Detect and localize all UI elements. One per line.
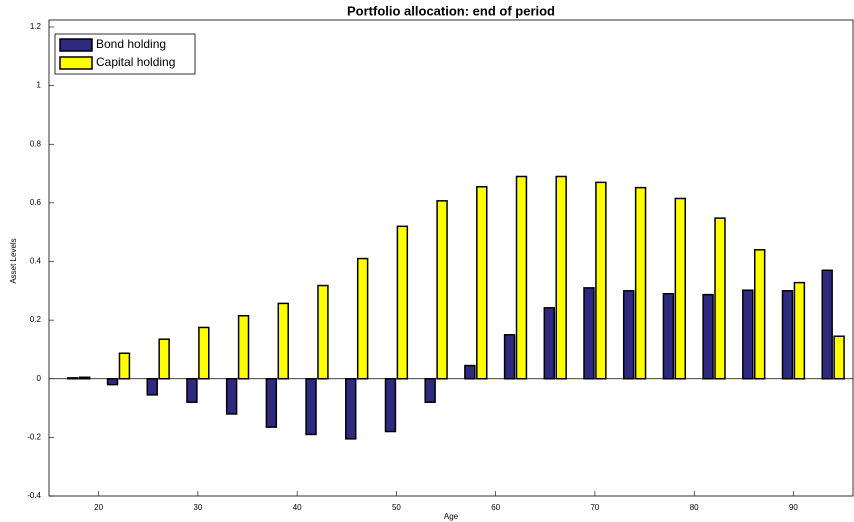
legend-label: Capital holding xyxy=(96,55,175,69)
bar xyxy=(158,338,170,380)
bar xyxy=(424,378,436,403)
legend-swatch xyxy=(59,38,93,52)
bar xyxy=(702,293,714,380)
bar xyxy=(225,378,238,415)
bar xyxy=(356,257,369,380)
bar xyxy=(833,335,845,380)
bar xyxy=(277,302,289,380)
bar xyxy=(345,378,357,440)
bar xyxy=(622,290,635,380)
bar xyxy=(146,378,158,396)
bar xyxy=(742,289,754,380)
y-tick-label: 1.2 xyxy=(30,22,42,31)
x-tick-label: 30 xyxy=(193,503,202,512)
bar xyxy=(662,292,675,380)
x-axis-label: Age xyxy=(444,512,459,521)
y-tick-label: 0.6 xyxy=(30,198,42,207)
y-axis-label: Asset Levels xyxy=(9,238,18,283)
x-tick-label: 90 xyxy=(789,503,798,512)
bar xyxy=(79,376,91,380)
y-tick-label: -0.2 xyxy=(27,432,41,441)
bar xyxy=(384,378,397,433)
chart-title: Portfolio allocation: end of period xyxy=(347,3,555,18)
bar xyxy=(118,352,131,380)
bar xyxy=(67,377,79,380)
x-tick-label: 50 xyxy=(392,503,401,512)
bar xyxy=(515,175,528,380)
bar xyxy=(464,364,476,380)
bar xyxy=(583,287,595,380)
bar xyxy=(476,186,488,380)
y-tick-label: 1 xyxy=(37,81,42,90)
bar xyxy=(265,378,278,428)
legend-label: Bond holding xyxy=(96,37,166,51)
bar xyxy=(793,281,806,380)
bar xyxy=(634,186,647,380)
bar xyxy=(674,197,687,380)
bar xyxy=(237,314,250,380)
bar xyxy=(595,181,607,380)
y-tick-label: -0.4 xyxy=(27,491,41,500)
x-tick-label: 20 xyxy=(94,503,103,512)
bar xyxy=(198,326,210,380)
bar xyxy=(714,217,726,380)
x-tick-label: 80 xyxy=(690,503,699,512)
bar xyxy=(317,284,329,380)
bar xyxy=(781,290,794,380)
x-tick-label: 60 xyxy=(491,503,500,512)
bar xyxy=(396,225,409,380)
plot-area xyxy=(48,19,854,497)
bar xyxy=(543,307,555,380)
y-tick-label: 0 xyxy=(37,374,42,383)
y-tick-label: 0.8 xyxy=(30,139,42,148)
bar xyxy=(821,269,833,380)
bar xyxy=(106,378,119,386)
bar xyxy=(186,378,198,403)
bar xyxy=(305,378,317,436)
y-tick-label: 0.2 xyxy=(30,315,42,324)
bar xyxy=(503,334,516,380)
bar xyxy=(555,175,567,380)
bar xyxy=(753,249,766,380)
legend-swatch xyxy=(59,56,93,70)
x-tick-label: 70 xyxy=(590,503,599,512)
bar xyxy=(436,200,448,380)
y-tick-label: 0.4 xyxy=(30,257,42,266)
x-tick-label: 40 xyxy=(293,503,302,512)
